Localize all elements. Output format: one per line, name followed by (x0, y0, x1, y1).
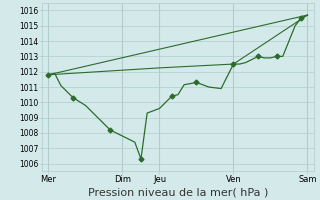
X-axis label: Pression niveau de la mer( hPa ): Pression niveau de la mer( hPa ) (88, 187, 268, 197)
